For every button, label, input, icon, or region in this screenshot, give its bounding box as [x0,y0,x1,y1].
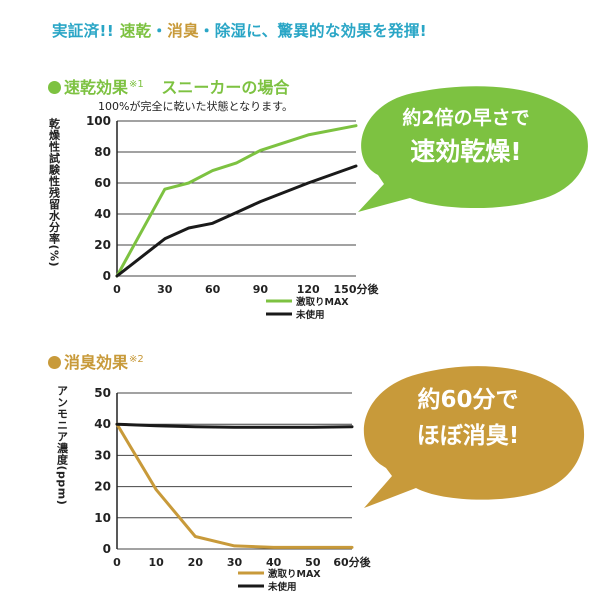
chart1-y-axis-label: 乾燥性試験性残留水分率(%) [48,117,61,267]
chart1-y-tick-label: 60 [94,176,111,190]
headline-part: 速乾 [119,22,152,40]
quick-dry-bubble [358,86,588,212]
chart2-y-tick-label: 0 [103,542,111,556]
section2-bullet-icon [48,356,61,369]
chart2-x-tick-label: 20 [188,556,204,569]
chart1-y-tick-label: 80 [94,145,111,159]
chart2-legend-label: 未使用 [267,581,297,593]
section2-title-text: 消臭効果 [64,353,129,372]
chart1-x-tick-label: 150分後 [334,282,380,296]
chart1-y-tick-label: 0 [103,269,111,283]
chart2-y-axis-label: アンモニア濃度(ppm) [56,385,69,505]
chart1-series-line-product [115,124,358,278]
quick-dry-chart: 0 20 40 60 80 100 0 30 60 90 120 150分後 乾燥性試験性残留水分率(%… [48,114,380,321]
section1-subtitle: スニーカーの場合 [161,78,290,97]
section2-footnote: ※2 [129,354,144,365]
chart1-y-tick-label: 40 [94,207,111,221]
headline: 実証済!! 速乾・消臭・除湿に、驚異的な効果を発揮! [52,19,427,41]
chart2-x-tick-label: 60分後 [333,555,371,569]
chart1-x-tick-label: 60 [205,283,221,296]
quick-dry-bubble-line1: 約2倍の早さで [402,107,530,129]
chart2-x-tick-label: 10 [149,556,165,569]
chart1-x-tick-label: 90 [253,283,269,296]
chart1-legend-label: 未使用 [295,309,325,321]
chart1-series-line-unused [115,164,358,278]
deodorize-bubble-line2: ほぼ消臭! [416,423,520,449]
headline-part: 消臭 [167,22,199,40]
section1-note: 100%が完全に乾いた状態となります。 [98,100,294,113]
chart2-x-tick-label: 30 [227,556,243,569]
quick-dry-bubble-text: 約2倍の早さで 速効乾燥! [376,102,556,168]
headline-part: 除湿に、驚異的な効果を発揮! [214,22,427,40]
quick-dry-bubble-shape [358,86,588,212]
chart2-y-tick-label: 40 [94,417,111,431]
headline-part: ・ [198,22,215,40]
deodorize-bubble-shape [363,366,585,508]
chart1-x-tick-label: 120 [297,283,320,296]
deodorize-bubble-line1: 約60分で [417,387,519,413]
chart1-x-tick-label: 30 [157,283,173,296]
headline-part: ・ [151,22,168,40]
chart1-y-tick-label: 20 [94,238,111,252]
section1-footnote: ※1 [129,79,144,90]
section1-title-text: 速乾効果 [64,78,129,97]
deodorize-chart: 0 10 20 30 40 50 0 10 20 30 40 50 60分後 アンモニア濃度(ppm) 激取… [56,385,372,593]
chart2-series-line-product [115,422,354,549]
section1-title: 速乾効果※1 スニーカーの場合 [48,74,289,98]
chart2-x-tick-label: 50 [305,556,321,569]
chart2-x-tick-label: 0 [113,556,121,569]
section2-title: 消臭効果※2 [48,349,144,373]
deodorize-bubble [363,366,585,508]
quick-dry-bubble-line2: 速効乾燥! [410,137,522,166]
chart2-x-tick-label: 40 [266,556,282,569]
chart1-x-tick-label: 0 [113,283,121,296]
chart2-series-line-unused [115,422,354,429]
chart2-y-tick-label: 30 [94,448,111,462]
chart2-y-tick-label: 10 [94,511,111,525]
chart2-y-tick-label: 50 [94,386,111,400]
chart2-legend-label: 激取りMAX [268,568,321,580]
deodorize-bubble-text: 約60分で ほぼ消臭! [378,382,558,454]
section1-bullet-icon [48,81,61,94]
headline-part: 実証済!! [52,22,120,40]
chart1-legend-label: 激取りMAX [296,296,349,308]
chart1-y-tick-label: 100 [86,114,111,128]
chart2-y-tick-label: 20 [94,480,111,494]
